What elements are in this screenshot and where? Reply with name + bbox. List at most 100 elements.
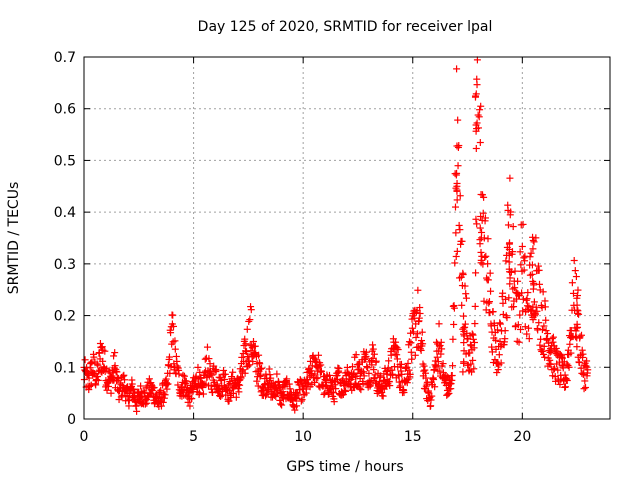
data-point	[471, 302, 479, 310]
data-point	[372, 357, 380, 365]
x-tick-label: 20	[513, 429, 531, 445]
data-point	[559, 364, 567, 372]
data-point	[513, 337, 521, 345]
data-point	[241, 335, 249, 343]
data-point	[405, 338, 413, 346]
data-point	[304, 379, 312, 387]
data-point	[398, 370, 406, 378]
data-point	[420, 362, 428, 370]
data-point	[582, 384, 590, 392]
data-point	[528, 261, 536, 269]
data-point	[265, 365, 273, 373]
data-point	[477, 256, 485, 264]
data-point	[145, 375, 153, 383]
data-point	[397, 360, 405, 368]
data-point	[509, 223, 517, 231]
grid-layer	[84, 57, 610, 419]
data-point	[339, 375, 347, 383]
data-point	[525, 324, 533, 332]
data-point	[537, 335, 545, 343]
data-point	[529, 316, 537, 324]
data-point	[98, 343, 106, 351]
data-point	[504, 221, 512, 229]
data-point	[229, 368, 237, 376]
data-point	[453, 142, 461, 150]
data-point	[120, 371, 128, 379]
data-point	[471, 320, 479, 328]
data-point	[226, 379, 234, 387]
data-point	[453, 169, 461, 177]
data-point	[422, 374, 430, 382]
data-point	[462, 290, 470, 298]
data-point	[359, 368, 367, 376]
data-point	[237, 374, 245, 382]
data-point	[493, 369, 501, 377]
data-point	[312, 374, 320, 382]
data-point	[476, 240, 484, 248]
data-point	[81, 356, 89, 364]
data-point	[505, 258, 513, 266]
data-point	[517, 261, 525, 269]
data-point	[363, 364, 371, 372]
data-point	[491, 322, 499, 330]
data-point	[444, 390, 452, 398]
data-point	[386, 382, 394, 390]
data-point	[278, 401, 286, 409]
data-point	[485, 299, 493, 307]
data-point	[249, 357, 257, 365]
data-point	[137, 382, 145, 390]
data-point	[575, 359, 583, 367]
data-point	[567, 349, 575, 357]
data-point	[459, 368, 467, 376]
data-point	[450, 304, 458, 312]
data-point	[569, 289, 577, 297]
data-point	[391, 350, 399, 358]
data-point	[160, 394, 168, 402]
x-tick-label: 15	[404, 429, 422, 445]
data-point	[352, 351, 360, 359]
data-point	[348, 374, 356, 382]
data-point	[520, 254, 528, 262]
data-point	[451, 203, 459, 211]
data-point	[203, 343, 211, 351]
data-point	[267, 374, 275, 382]
data-point	[488, 348, 496, 356]
data-point	[396, 382, 404, 390]
data-point	[166, 369, 174, 377]
data-point	[462, 294, 470, 302]
data-point	[206, 360, 214, 368]
data-point	[184, 398, 192, 406]
data-point	[460, 358, 468, 366]
data-point	[258, 364, 266, 372]
data-point	[249, 337, 257, 345]
data-point	[438, 345, 446, 353]
data-point	[481, 214, 489, 222]
data-point	[538, 326, 546, 334]
data-point	[427, 396, 435, 404]
data-point	[447, 380, 455, 388]
data-point	[554, 366, 562, 374]
data-point	[238, 353, 246, 361]
y-tick-label: 0.4	[54, 205, 76, 221]
data-point	[247, 306, 255, 314]
data-point	[502, 295, 510, 303]
data-point	[579, 350, 587, 358]
data-point	[453, 196, 461, 204]
data-point	[266, 371, 274, 379]
data-point	[575, 310, 583, 318]
data-point	[362, 348, 370, 356]
data-point	[481, 253, 489, 261]
data-point	[286, 385, 294, 393]
data-point	[499, 289, 507, 297]
data-point	[574, 309, 582, 317]
data-point	[244, 357, 252, 365]
data-point	[221, 370, 229, 378]
data-point	[95, 349, 103, 357]
data-point	[407, 348, 415, 356]
data-point	[397, 367, 405, 375]
data-point	[506, 174, 514, 182]
data-point	[435, 320, 443, 328]
data-point	[143, 399, 151, 407]
data-point	[449, 362, 457, 370]
data-point	[460, 330, 468, 338]
